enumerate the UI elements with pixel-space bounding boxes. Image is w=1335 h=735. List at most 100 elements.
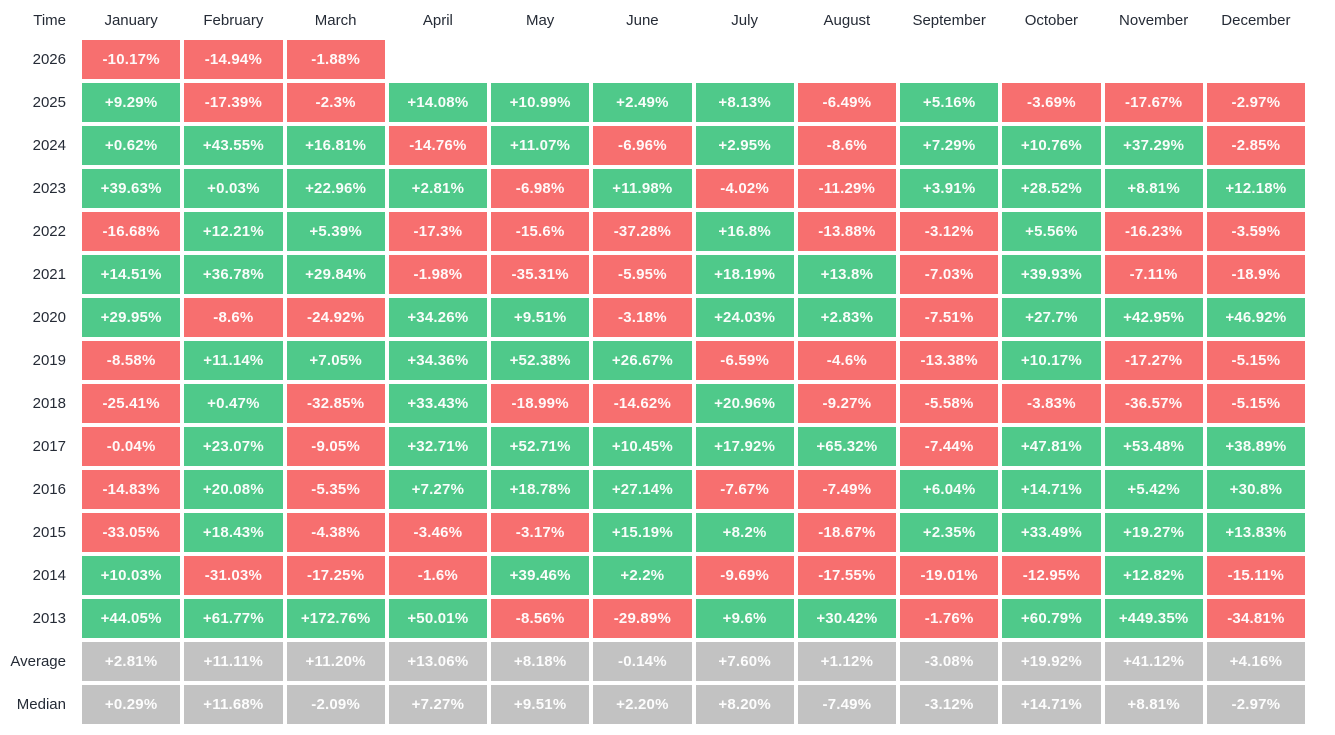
return-cell-2018-november: -36.57% xyxy=(1104,384,1203,423)
return-cell-2026-january: -10.17% xyxy=(82,40,181,79)
return-cell-2019-january: -8.58% xyxy=(82,341,181,380)
return-cell-2018-august: -9.27% xyxy=(797,384,896,423)
row-label-2014: 2014 xyxy=(0,556,78,595)
return-cell-median-october: +14.71% xyxy=(1002,685,1101,724)
return-cell-2022-january: -16.68% xyxy=(82,212,181,251)
return-cell-median-november: +8.81% xyxy=(1104,685,1203,724)
return-cell-2023-december: +12.18% xyxy=(1206,169,1305,208)
return-cell-2023-february: +0.03% xyxy=(184,169,283,208)
return-cell-median-february: +11.68% xyxy=(184,685,283,724)
return-cell-2019-october: +10.17% xyxy=(1002,341,1101,380)
return-cell-2024-july: +2.95% xyxy=(695,126,794,165)
return-cell-2016-september: +6.04% xyxy=(900,470,999,509)
return-cell-2013-december: -34.81% xyxy=(1206,599,1305,638)
return-cell-2020-april: +34.26% xyxy=(388,298,487,337)
return-cell-2024-september: +7.29% xyxy=(900,126,999,165)
return-cell-2018-september: -5.58% xyxy=(900,384,999,423)
return-cell-2021-june: -5.95% xyxy=(593,255,692,294)
time-column-header: Time xyxy=(33,11,66,29)
return-cell-2015-august: -18.67% xyxy=(797,513,896,552)
return-cell-2020-august: +2.83% xyxy=(797,298,896,337)
row-label-2017: 2017 xyxy=(0,427,78,466)
month-header-april: April xyxy=(388,4,487,36)
return-cell-median-december: -2.97% xyxy=(1206,685,1305,724)
empty-cell xyxy=(1207,40,1305,79)
empty-cell xyxy=(491,40,589,79)
return-cell-average-december: +4.16% xyxy=(1206,642,1305,681)
empty-cell xyxy=(1105,40,1203,79)
return-cell-2017-march: -9.05% xyxy=(286,427,385,466)
return-cell-average-august: +1.12% xyxy=(797,642,896,681)
return-cell-2019-november: -17.27% xyxy=(1104,341,1203,380)
return-cell-2022-october: +5.56% xyxy=(1002,212,1101,251)
return-cell-2020-october: +27.7% xyxy=(1002,298,1101,337)
return-cell-2018-january: -25.41% xyxy=(82,384,181,423)
return-cell-2014-june: +2.2% xyxy=(593,556,692,595)
month-header-september: September xyxy=(900,4,999,36)
return-cell-2017-july: +17.92% xyxy=(695,427,794,466)
return-cell-2014-september: -19.01% xyxy=(900,556,999,595)
month-header-february: February xyxy=(184,4,283,36)
return-cell-2015-february: +18.43% xyxy=(184,513,283,552)
return-cell-2019-august: -4.6% xyxy=(797,341,896,380)
empty-cell xyxy=(696,40,794,79)
return-cell-2020-july: +24.03% xyxy=(695,298,794,337)
return-cell-2018-december: -5.15% xyxy=(1206,384,1305,423)
return-cell-average-april: +13.06% xyxy=(388,642,487,681)
row-label-2022: 2022 xyxy=(0,212,78,251)
return-cell-2019-september: -13.38% xyxy=(900,341,999,380)
month-header-may: May xyxy=(491,4,590,36)
return-cell-2024-may: +11.07% xyxy=(491,126,590,165)
return-cell-2026-february: -14.94% xyxy=(184,40,283,79)
return-cell-2015-may: -3.17% xyxy=(491,513,590,552)
return-cell-2025-august: -6.49% xyxy=(797,83,896,122)
return-cell-2025-may: +10.99% xyxy=(491,83,590,122)
return-cell-2021-july: +18.19% xyxy=(695,255,794,294)
row-label-2019: 2019 xyxy=(0,341,78,380)
return-cell-2019-february: +11.14% xyxy=(184,341,283,380)
return-cell-2021-august: +13.8% xyxy=(797,255,896,294)
return-cell-average-october: +19.92% xyxy=(1002,642,1101,681)
return-cell-2025-november: -17.67% xyxy=(1104,83,1203,122)
return-cell-2021-october: +39.93% xyxy=(1002,255,1101,294)
return-cell-2022-july: +16.8% xyxy=(695,212,794,251)
return-cell-2018-april: +33.43% xyxy=(388,384,487,423)
return-cell-2022-march: +5.39% xyxy=(286,212,385,251)
row-label-average: Average xyxy=(0,642,78,681)
return-cell-2015-march: -4.38% xyxy=(286,513,385,552)
return-cell-2018-june: -14.62% xyxy=(593,384,692,423)
return-cell-2024-june: -6.96% xyxy=(593,126,692,165)
return-cell-2014-january: +10.03% xyxy=(82,556,181,595)
row-label-2020: 2020 xyxy=(0,298,78,337)
return-cell-2017-august: +65.32% xyxy=(797,427,896,466)
row-label-2024: 2024 xyxy=(0,126,78,165)
return-cell-2024-december: -2.85% xyxy=(1206,126,1305,165)
return-cell-2021-november: -7.11% xyxy=(1104,255,1203,294)
return-cell-2015-april: -3.46% xyxy=(388,513,487,552)
return-cell-2019-march: +7.05% xyxy=(286,341,385,380)
return-cell-2022-june: -37.28% xyxy=(593,212,692,251)
return-cell-2019-july: -6.59% xyxy=(695,341,794,380)
return-cell-2016-april: +7.27% xyxy=(388,470,487,509)
empty-cell xyxy=(798,40,896,79)
return-cell-2013-may: -8.56% xyxy=(491,599,590,638)
return-cell-2021-may: -35.31% xyxy=(491,255,590,294)
return-cell-2023-april: +2.81% xyxy=(388,169,487,208)
return-cell-2023-august: -11.29% xyxy=(797,169,896,208)
return-cell-2023-july: -4.02% xyxy=(695,169,794,208)
return-cell-2024-august: -8.6% xyxy=(797,126,896,165)
return-cell-2016-january: -14.83% xyxy=(82,470,181,509)
return-cell-2020-march: -24.92% xyxy=(286,298,385,337)
return-cell-average-february: +11.11% xyxy=(184,642,283,681)
return-cell-2024-january: +0.62% xyxy=(82,126,181,165)
month-header-november: November xyxy=(1104,4,1203,36)
return-cell-2020-september: -7.51% xyxy=(900,298,999,337)
return-cell-median-april: +7.27% xyxy=(388,685,487,724)
return-cell-2025-july: +8.13% xyxy=(695,83,794,122)
return-cell-2021-april: -1.98% xyxy=(388,255,487,294)
return-cell-2013-april: +50.01% xyxy=(388,599,487,638)
row-label-2025: 2025 xyxy=(0,83,78,122)
month-header-december: December xyxy=(1206,4,1305,36)
return-cell-average-march: +11.20% xyxy=(286,642,385,681)
